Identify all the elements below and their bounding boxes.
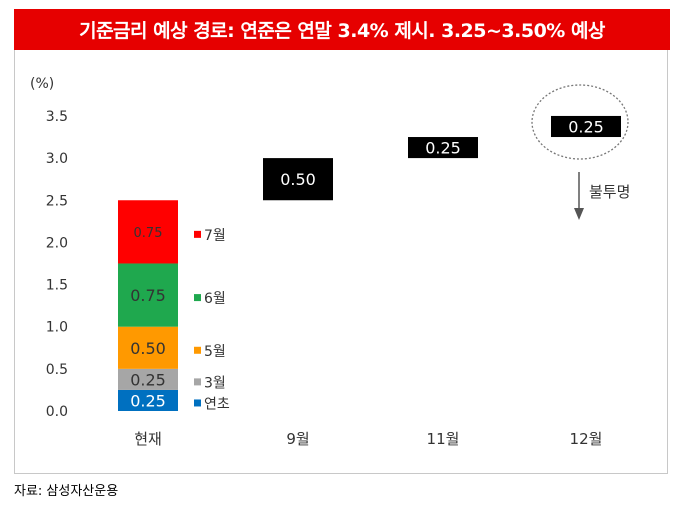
x-category-label: 현재 [134,430,162,448]
legend-label: 3월 [204,375,226,391]
legend-swatch [194,294,201,302]
stack-segment-value-label: 0.25 [130,370,166,389]
y-tick-label: 3.0 [46,151,68,167]
down-arrow-icon [574,208,584,220]
rate-increment-bar [408,137,478,159]
rate-increment-bar [263,158,333,201]
rate-increment-bar [551,115,621,138]
rate-increment-label: 0.25 [568,117,604,136]
y-tick-label: 1.0 [46,320,68,336]
legend-swatch [194,399,201,407]
source-note: 자료: 삼성자산운용 [14,484,119,499]
stack-segment-value-label: 0.75 [134,226,163,241]
legend-swatch [194,346,201,354]
rate-path-chart: (%) 0.0 0.5 1.0 1.5 2.0 2.5 3.0 3.5 현재 9월 11월 12월 0.2… [30,76,630,448]
x-category-label: 9월 [286,430,309,448]
chart-frame [14,50,668,474]
y-tick-label: 2.0 [46,235,68,251]
x-category-label: 11월 [427,430,460,448]
uncertainty-ellipse [531,84,629,160]
stack-segment [118,326,178,369]
legend-label: 7월 [204,228,226,244]
stack-segment [118,389,178,411]
legend-swatch [194,378,201,386]
stack-segment [118,263,178,327]
legend-label: 5월 [204,344,226,360]
stack-segment [118,368,178,390]
stack-segment-value-label: 0.50 [130,339,166,358]
legend-swatch [194,230,201,238]
stack-segment-value-label: 0.25 [130,391,166,410]
y-tick-label: 0.5 [46,362,68,378]
stack-segment [118,200,178,264]
stack-segment-value-label: 0.75 [130,286,166,305]
legend-label: 연초 [204,396,230,412]
y-tick-label: 1.5 [46,278,68,294]
y-axis-unit-label: (%) [30,76,54,92]
rate-increment-label: 0.25 [425,139,461,158]
rate-increment-label: 0.50 [280,170,316,189]
annotation-text: 불투명 [589,183,630,201]
y-tick-label: 3.5 [46,109,68,125]
x-category-label: 12월 [570,430,603,448]
legend-label: 6월 [204,291,226,307]
y-tick-label: 2.5 [46,193,68,209]
chart-title: 기준금리 예상 경로: 연준은 연말 3.4% 제시. 3.25~3.50% 예… [14,9,670,50]
y-tick-label: 0.0 [46,404,68,420]
